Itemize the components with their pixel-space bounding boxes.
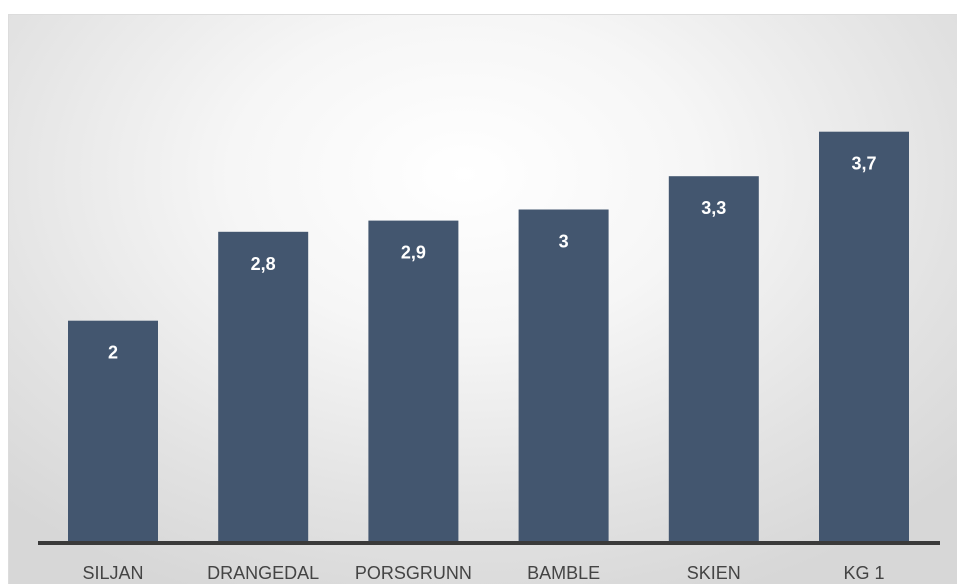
- x-tick-label: BAMBLE: [527, 563, 600, 583]
- bar-porsgrunn: [368, 220, 459, 543]
- data-label: 3: [559, 232, 569, 252]
- bar-skien: [668, 176, 759, 543]
- bar-bamble: [518, 209, 609, 543]
- data-label: 2,8: [251, 254, 276, 274]
- x-tick-label: PORSGRUNN: [355, 563, 472, 583]
- bar-drangedal: [218, 231, 309, 544]
- x-tick-label: SKIEN: [687, 563, 741, 583]
- data-label: 2,9: [401, 243, 426, 263]
- bar-siljan: [68, 320, 158, 543]
- data-label: 3,7: [851, 154, 876, 174]
- x-tick-label: DRANGEDAL: [207, 563, 319, 583]
- x-tick-label: SILJAN: [82, 563, 143, 583]
- data-label: 2: [108, 343, 118, 363]
- x-tick-label: KG 1: [843, 563, 884, 583]
- bar-kg-1: [819, 131, 909, 543]
- data-label: 3,3: [701, 198, 726, 218]
- chart-area: [8, 14, 957, 584]
